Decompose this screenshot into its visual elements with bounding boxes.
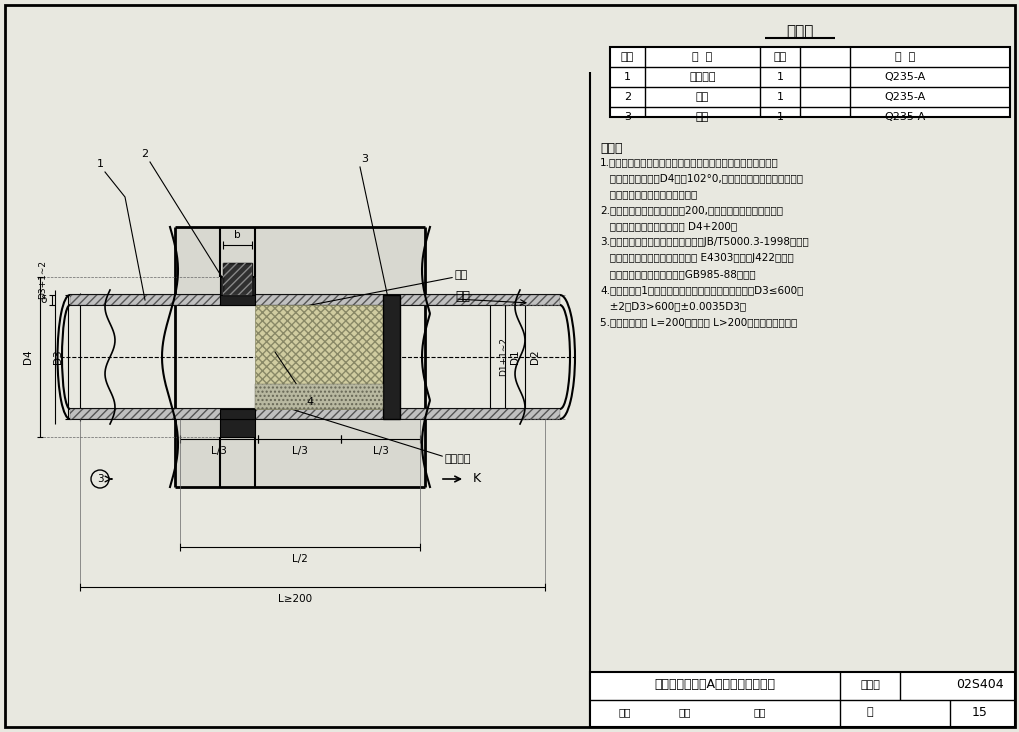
Text: 校对: 校对 (678, 707, 691, 717)
Text: 1: 1 (775, 72, 783, 82)
Polygon shape (220, 295, 255, 305)
Text: D3+1∼2: D3+1∼2 (39, 261, 48, 299)
Text: 3: 3 (624, 112, 631, 122)
Text: 油履: 油履 (454, 270, 468, 280)
Text: 1: 1 (775, 92, 783, 102)
Text: 锱管: 锱管 (454, 291, 470, 304)
Text: 石棉水泥: 石棉水泥 (444, 454, 471, 464)
Text: 1: 1 (775, 112, 783, 122)
Text: 圖集號: 圖集號 (859, 680, 879, 690)
Text: D1+1∼2: D1+1∼2 (499, 337, 508, 376)
Text: 3.焊接结构尺寸公差与形位公差按照JB/T5000.3-1998执行。: 3.焊接结构尺寸公差与形位公差按照JB/T5000.3-1998执行。 (599, 237, 808, 247)
Bar (609, 47, 1009, 117)
Text: 5.套管的重量以 L=200计算，当 L>200时，应另行计算。: 5.套管的重量以 L=200计算，当 L>200时，应另行计算。 (599, 317, 797, 327)
Text: 坡口的基本形式与尺寸按照GB985-88执行。: 坡口的基本形式与尺寸按照GB985-88执行。 (599, 269, 755, 279)
Text: 3: 3 (361, 154, 368, 164)
Text: D1: D1 (510, 350, 520, 365)
Polygon shape (223, 263, 252, 295)
Text: Q235-A: Q235-A (883, 72, 924, 82)
Text: 审核: 审核 (619, 707, 631, 717)
Text: 15: 15 (971, 706, 987, 719)
Text: 数量: 数量 (772, 52, 786, 62)
Text: 围应比翅环直径（D4）大102°0,而且必须将套管一次浇固于墙: 围应比翅环直径（D4）大102°0,而且必须将套管一次浇固于墙 (599, 173, 802, 183)
Polygon shape (70, 295, 559, 305)
Text: 2.穿管处混凝土墙厚应不小于200,否则应使墙壁一边或两边加: 2.穿管处混凝土墙厚应不小于200,否则应使墙壁一边或两边加 (599, 205, 783, 215)
Text: K: K (473, 472, 481, 485)
Text: L/3: L/3 (211, 446, 226, 456)
Text: b: b (234, 230, 240, 240)
Text: 2: 2 (624, 92, 631, 102)
Text: 序号: 序号 (621, 52, 634, 62)
Text: Q235-A: Q235-A (883, 92, 924, 102)
Text: D2: D2 (530, 350, 539, 365)
Text: 02S404: 02S404 (955, 679, 1003, 692)
Text: 设计: 设计 (753, 707, 765, 717)
Text: 材料表: 材料表 (786, 24, 813, 40)
Text: 頁: 頁 (866, 707, 872, 717)
Text: 翅环: 翅环 (695, 92, 708, 102)
Polygon shape (175, 227, 425, 295)
Text: L/3: L/3 (291, 446, 307, 456)
Text: D3: D3 (53, 350, 63, 365)
Text: 4.当套管（件1）采用卷制成型时，周长允许偏差为：D3≤600，: 4.当套管（件1）采用卷制成型时，周长允许偏差为：D3≤600， (599, 285, 803, 295)
Text: ±2，D3>600，±0.0035D3。: ±2，D3>600，±0.0035D3。 (599, 301, 745, 311)
Polygon shape (220, 409, 255, 419)
Text: 厚。加厚部分的直径至少为 D4+200。: 厚。加厚部分的直径至少为 D4+200。 (599, 221, 737, 231)
Text: 3: 3 (97, 474, 103, 484)
Bar (589, 672, 1014, 727)
Polygon shape (175, 419, 425, 487)
Text: 2: 2 (142, 149, 149, 159)
Text: 材  料: 材 料 (894, 52, 914, 62)
Text: Q235-A: Q235-A (883, 112, 924, 122)
Text: 1: 1 (97, 159, 103, 169)
Text: 焊接采用手工电弧焊，焊条型号 E4303，牌号J422。焊缝: 焊接采用手工电弧焊，焊条型号 E4303，牌号J422。焊缝 (599, 253, 793, 263)
Text: D4: D4 (23, 350, 33, 365)
Text: L≥200: L≥200 (277, 594, 312, 604)
Text: 说明：: 说明： (599, 142, 622, 155)
Text: L/2: L/2 (291, 554, 308, 564)
Polygon shape (220, 419, 255, 437)
Text: 名  称: 名 称 (692, 52, 712, 62)
Text: 锱制套管: 锱制套管 (689, 72, 715, 82)
Text: δ: δ (41, 295, 47, 305)
Text: 内。套管内的填料应紧密捣实。: 内。套管内的填料应紧密捣实。 (599, 189, 697, 199)
Polygon shape (70, 409, 559, 419)
Text: 4: 4 (306, 397, 313, 407)
Text: 1.套管穿墙处如遇非混凝土墙壁时，应改用混凝土墙壁，其浇注: 1.套管穿墙处如遇非混凝土墙壁时，应改用混凝土墙壁，其浇注 (599, 157, 777, 167)
Text: 挡圈: 挡圈 (695, 112, 708, 122)
Polygon shape (255, 305, 382, 409)
Polygon shape (220, 277, 255, 295)
Text: 1: 1 (624, 72, 631, 82)
Text: L/3: L/3 (372, 446, 388, 456)
Polygon shape (255, 384, 382, 409)
Polygon shape (382, 295, 399, 419)
Text: 刚性防水套管（A型）安装图（一）: 刚性防水套管（A型）安装图（一） (654, 679, 774, 692)
